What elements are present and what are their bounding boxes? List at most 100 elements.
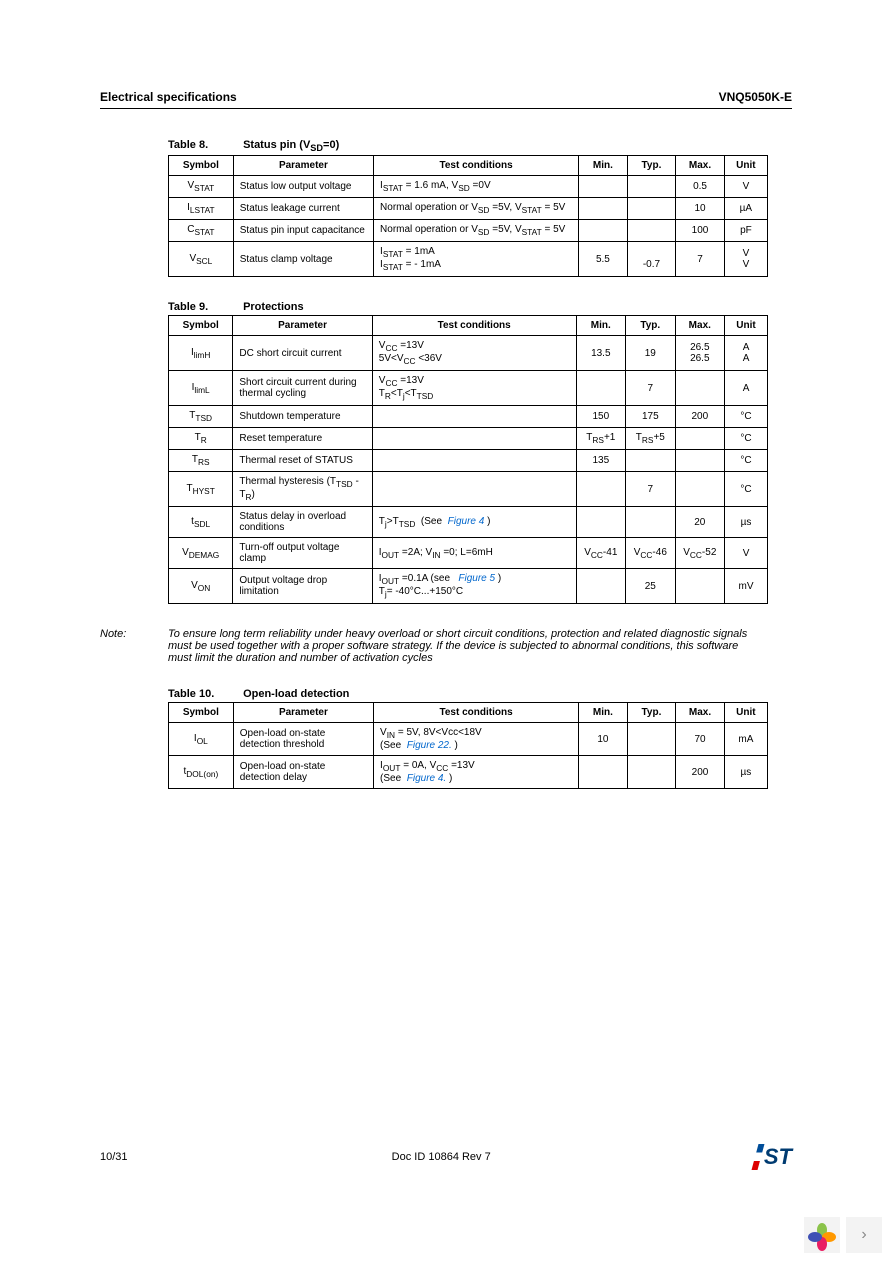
table10-caption: Open-load detection <box>243 688 349 700</box>
cell-parameter: Reset temperature <box>233 428 372 450</box>
table9-caption: Protections <box>243 301 304 313</box>
cell-typ: -0.7 <box>627 242 676 277</box>
table-row: VSTATStatus low output voltageISTAT = 1.… <box>169 176 768 198</box>
cell-max <box>675 428 725 450</box>
cell-max: 200 <box>676 756 725 789</box>
cell-typ <box>627 176 676 198</box>
cell-unit: mV <box>725 569 768 604</box>
cell-max: 7 <box>676 242 725 277</box>
cell-symbol: tSDL <box>169 507 233 538</box>
header-part: VNQ5050K-E <box>719 90 792 104</box>
page-number: 10/31 <box>100 1151 128 1163</box>
cell-conditions <box>372 450 576 472</box>
cell-typ <box>627 756 676 789</box>
cell-parameter: Shutdown temperature <box>233 406 372 428</box>
table10: SymbolParameterTest conditionsMin.Typ.Ma… <box>168 702 768 789</box>
table-row: tSDLStatus delay in overload conditionsT… <box>169 507 768 538</box>
cell-conditions: Normal operation or VSD =5V, VSTAT = 5V <box>374 198 579 220</box>
cell-conditions: VCC =13V5V<VCC <36V <box>372 336 576 371</box>
table8-title: Table 8. Status pin (VSD=0) <box>168 139 792 153</box>
chevron-right-icon: › <box>861 1226 866 1244</box>
cell-parameter: DC short circuit current <box>233 336 372 371</box>
col-header: Test conditions <box>372 316 576 336</box>
cell-unit: °C <box>725 406 768 428</box>
table-row: VONOutput voltage drop limitationIOUT =0… <box>169 569 768 604</box>
col-header: Symbol <box>169 703 234 723</box>
cell-symbol: VDEMAG <box>169 538 233 569</box>
cell-parameter: Status delay in overload conditions <box>233 507 372 538</box>
cell-symbol: ILSTAT <box>169 198 234 220</box>
next-button[interactable]: › <box>846 1217 882 1253</box>
col-header: Unit <box>724 703 767 723</box>
col-header: Min. <box>579 703 628 723</box>
col-header: Min. <box>576 316 626 336</box>
table-row: IlimLShort circuit current during therma… <box>169 371 768 406</box>
cell-typ: 7 <box>626 472 676 507</box>
cell-unit: AA <box>725 336 768 371</box>
cell-min <box>579 756 628 789</box>
cell-parameter: Thermal reset of STATUS <box>233 450 372 472</box>
cell-unit: A <box>725 371 768 406</box>
cell-conditions: IOUT =2A; VIN =0; L=6mH <box>372 538 576 569</box>
cell-max: 200 <box>675 406 725 428</box>
cell-max: 10 <box>676 198 725 220</box>
cell-conditions <box>372 472 576 507</box>
cell-unit: °C <box>725 450 768 472</box>
col-header: Parameter <box>233 703 373 723</box>
cell-conditions: VIN = 5V, 8V<Vcc<18V(See Figure 22. ) <box>374 723 579 756</box>
cell-typ: 25 <box>626 569 676 604</box>
cell-symbol: TTSD <box>169 406 233 428</box>
table-row: IOLOpen-load on-state detection threshol… <box>169 723 768 756</box>
col-header: Max. <box>676 703 725 723</box>
col-header: Max. <box>676 156 725 176</box>
cell-conditions: ISTAT = 1mAISTAT = - 1mA <box>374 242 579 277</box>
cell-unit: V <box>725 538 768 569</box>
cell-min <box>579 220 628 242</box>
cell-parameter: Short circuit current during thermal cyc… <box>233 371 372 406</box>
cell-min: 10 <box>579 723 628 756</box>
note: Note: To ensure long term reliability un… <box>100 628 792 664</box>
table-row: ILSTATStatus leakage currentNormal opera… <box>169 198 768 220</box>
col-header: Typ. <box>626 316 676 336</box>
cell-max: 20 <box>675 507 725 538</box>
cell-conditions: Tj>TTSD (See Figure 4 ) <box>372 507 576 538</box>
page: Electrical specifications VNQ5050K-E Tab… <box>0 0 892 1220</box>
cell-min <box>576 371 626 406</box>
cell-typ: 175 <box>626 406 676 428</box>
cell-parameter: Turn-off output voltage clamp <box>233 538 372 569</box>
col-header: Max. <box>675 316 725 336</box>
cell-symbol: VSCL <box>169 242 234 277</box>
note-label: Note: <box>100 628 168 664</box>
col-header: Symbol <box>169 156 234 176</box>
table9-num: Table 9. <box>168 301 240 313</box>
cell-symbol: TR <box>169 428 233 450</box>
cell-unit: pF <box>724 220 767 242</box>
cell-symbol: tDOL(on) <box>169 756 234 789</box>
col-header: Unit <box>725 316 768 336</box>
col-header: Test conditions <box>374 156 579 176</box>
cell-parameter: Open-load on-state detection delay <box>233 756 373 789</box>
cell-unit: mA <box>724 723 767 756</box>
table-row: TRSThermal reset of STATUS135°C <box>169 450 768 472</box>
table8: SymbolParameterTest conditionsMin.Typ.Ma… <box>168 155 768 277</box>
cell-parameter: Open-load on-state detection threshold <box>233 723 373 756</box>
cell-typ <box>627 198 676 220</box>
cell-typ <box>626 450 676 472</box>
table9: SymbolParameterTest conditionsMin.Typ.Ma… <box>168 315 768 604</box>
cell-symbol: VON <box>169 569 233 604</box>
table8-num: Table 8. <box>168 139 240 151</box>
table10-title: Table 10. Open-load detection <box>168 688 792 700</box>
cell-unit: VV <box>724 242 767 277</box>
cell-min <box>576 472 626 507</box>
cell-max: 100 <box>676 220 725 242</box>
col-header: Test conditions <box>374 703 579 723</box>
cell-min <box>576 569 626 604</box>
cell-min <box>579 176 628 198</box>
cell-min: TRS+1 <box>576 428 626 450</box>
apps-button[interactable] <box>804 1217 840 1253</box>
cell-symbol: TRS <box>169 450 233 472</box>
table-row: THYSTThermal hysteresis (TTSD -TR)7°C <box>169 472 768 507</box>
cell-min: VCC-41 <box>576 538 626 569</box>
cell-parameter: Output voltage drop limitation <box>233 569 372 604</box>
cell-typ: 19 <box>626 336 676 371</box>
